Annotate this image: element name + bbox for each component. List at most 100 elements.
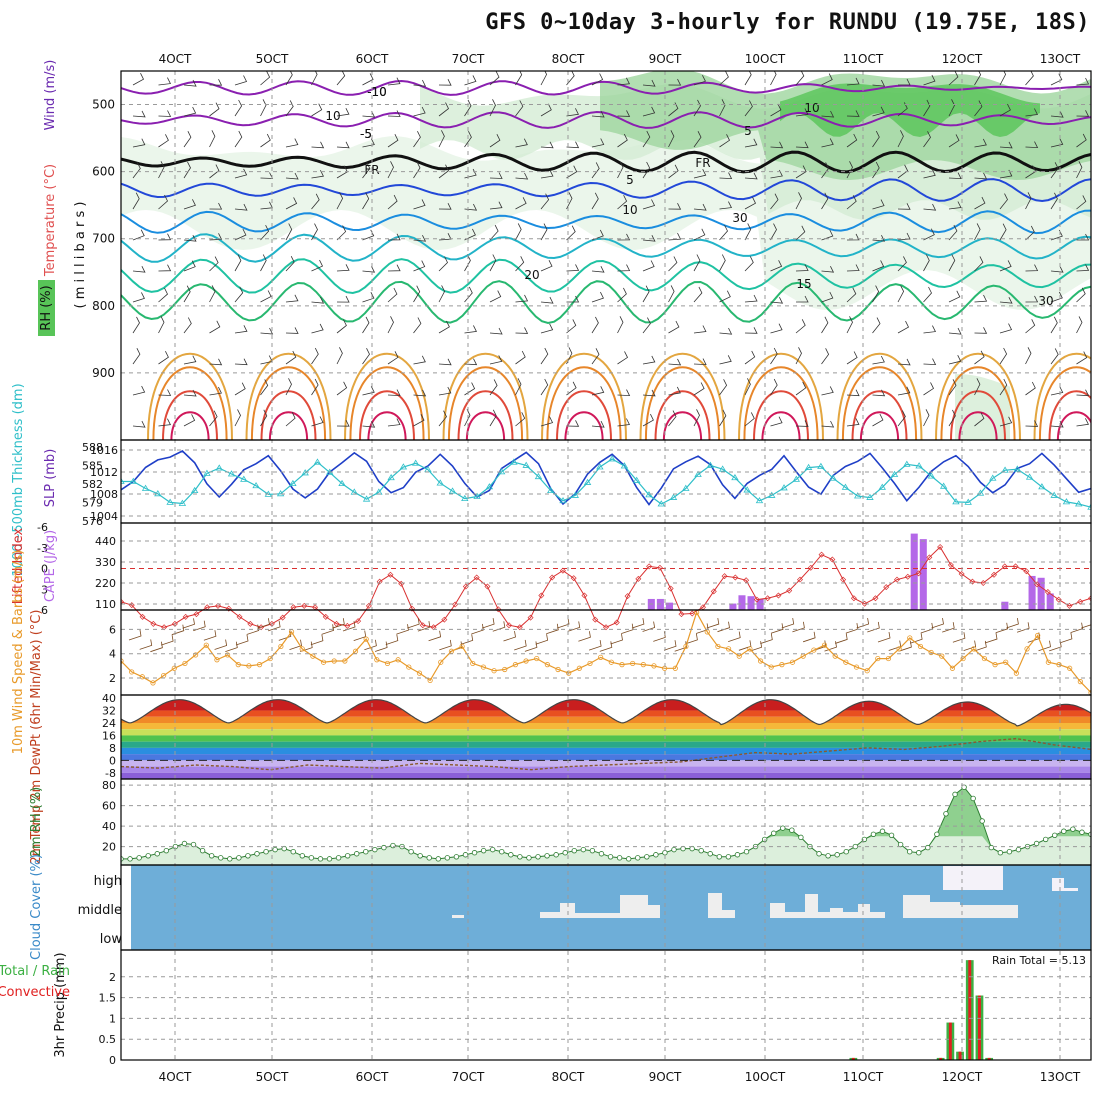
wind-barb [923,358,937,366]
thickness-marker [121,477,125,484]
wind-barb [1076,389,1090,397]
rh-marker [145,853,151,859]
wind-barb [413,260,426,272]
wind10-marker [875,655,881,662]
wind10-marker [171,665,177,671]
rh-marker [154,851,160,857]
thickness-marker [190,486,199,494]
lifted-index-marker [527,614,534,621]
wind10-marker [491,668,497,674]
thickness-marker [829,474,837,481]
wind-barb [719,327,733,335]
rh-tick: 60 [102,800,116,813]
cape-bar [729,603,737,610]
wind-barb [974,138,987,148]
wind10-marker [256,662,263,668]
wind10-marker [1077,679,1083,685]
wind-barb [744,378,751,396]
wind-barb [770,103,782,117]
wind-barb [566,225,576,241]
wind-barb [158,194,168,210]
lifted-index-marker [182,613,189,620]
cape-bar [919,539,927,610]
wind-barb [1025,381,1036,396]
wind10-marker [427,677,433,684]
thickness-marker [387,473,395,481]
warm-layer-contour [556,390,612,440]
warm-layer-contour [639,352,726,440]
wind-barb [872,199,885,210]
wind-barb [719,201,733,210]
wind-barb [209,256,219,272]
wind10-barb [1006,617,1019,629]
rh-marker [852,843,858,850]
thickness-marker [411,459,420,466]
wind10-marker [789,659,796,665]
wind-barb [566,420,580,427]
wind-barb [897,130,904,148]
thickness-marker [632,476,641,483]
wind10-marker [470,660,476,667]
rh-marker [771,830,777,836]
thickness-marker [743,486,751,493]
lifted-index-marker [721,573,728,580]
wind-barb [362,73,374,86]
wind-barb [260,290,272,303]
thickness-marker [338,479,346,487]
rh-band [780,83,1040,137]
thickness-marker [289,479,297,487]
wind10-barb [802,631,816,643]
pressure-tick: 500 [92,98,115,112]
wind-barb [974,350,985,365]
lifted-index-marker [797,576,803,583]
wind-barb [897,164,909,179]
wind-barb [387,233,401,241]
rh-marker [508,852,514,858]
wind-barb [872,389,886,397]
rh-marker [1079,829,1085,835]
wind10-marker [608,659,614,665]
wind-barb [489,379,498,396]
wind-barb [515,172,529,180]
wind-barb [336,347,343,365]
wind10-marker [224,652,231,658]
thickness-marker [534,472,543,480]
warm-layer-contour [738,352,824,440]
wind-barb [464,99,472,117]
wind-barb [1076,316,1083,334]
wind10-barb [246,624,260,635]
cloud-middle-block [452,915,464,918]
thickness-marker [878,483,886,490]
pressure-tick: 800 [92,299,115,313]
wind-barb [132,348,141,365]
wind10-marker [182,660,188,667]
cloud-axis-title: Cloud Cover (%) [29,854,44,960]
wind-barb [642,79,656,87]
wind-barb [438,358,452,366]
lifted-index-marker [376,578,383,585]
wind-barb [540,71,548,86]
wind10-marker [672,665,678,671]
lifted-index-marker [150,620,157,627]
wind-barb [872,79,886,87]
wind-barb [438,79,452,86]
wind-barb [795,319,806,334]
thickness-marker [620,462,629,469]
warm-layer-contour [644,366,721,440]
rh-marker [471,850,478,856]
thickness-marker [841,483,850,490]
warm-layer-contour [147,352,233,440]
wind-barb [999,141,1013,149]
lifted-index-marker [1088,595,1091,602]
wind-barb [285,197,298,210]
lifted-index-marker [926,554,933,561]
lifted-index-marker [872,595,879,602]
wind-barb [1076,133,1087,148]
wind10-marker [1013,670,1019,676]
wind-barb [132,385,146,396]
lifted-index-marker [807,564,814,571]
wind10-barb [278,630,292,641]
wind-barb [693,75,706,86]
lifted-index-marker [915,570,922,577]
wind-barb [668,203,682,210]
